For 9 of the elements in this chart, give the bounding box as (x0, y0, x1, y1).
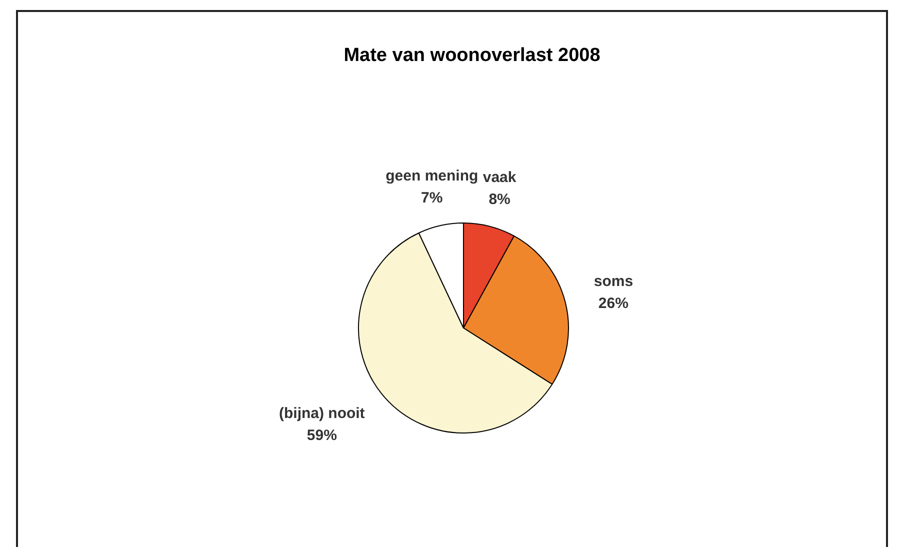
data-label: 7% (421, 190, 443, 207)
data-label: 59% (306, 426, 337, 444)
chart-title: Mate van woonoverlast 2008 (344, 45, 600, 66)
slice-label: soms (594, 273, 634, 290)
data-label: 26% (598, 295, 628, 312)
slice-label: (bijna) nooit (278, 404, 365, 422)
slice-label: geen mening (386, 168, 478, 185)
data-label: 8% (488, 190, 510, 208)
slice-label: vaak (482, 168, 517, 186)
